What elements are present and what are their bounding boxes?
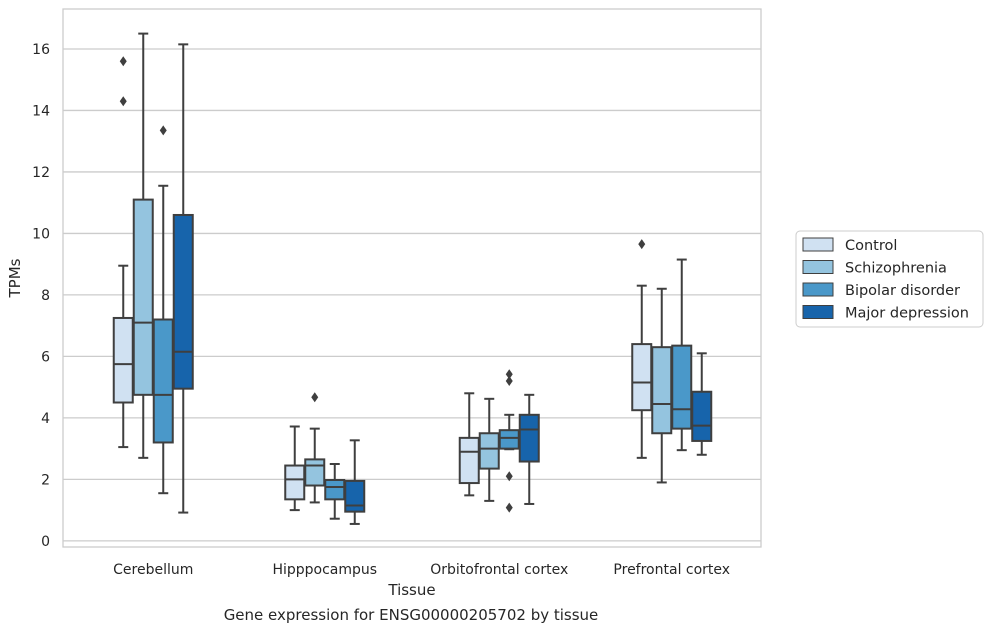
- box-iqr: [132, 198, 154, 396]
- y-tick-label: 12: [32, 165, 50, 181]
- box-iqr: [112, 316, 134, 404]
- y-tick-label: 8: [41, 288, 50, 304]
- x-tick-labels: Cerebellum Hipppocampus Orbitofrontal cort…: [113, 562, 730, 578]
- y-tick-label: 16: [32, 42, 50, 58]
- outlier-marker: [159, 125, 167, 136]
- y-axis-label: TPMs: [6, 258, 24, 298]
- y-tick-label: 0: [41, 534, 50, 550]
- box-group: [498, 369, 520, 513]
- box-group: [324, 462, 346, 520]
- box-group: [284, 425, 306, 512]
- box-iqr: [478, 432, 500, 470]
- box-group: [518, 393, 540, 505]
- x-tick-label: Hipppocampus: [272, 562, 377, 578]
- legend-label: Major depression: [845, 306, 969, 322]
- box-group: [691, 352, 713, 456]
- box-iqr: [631, 343, 653, 412]
- legend-swatch: [802, 282, 834, 297]
- legend-swatch: [802, 260, 834, 274]
- box-group: [304, 392, 326, 504]
- legend-swatch: [802, 237, 834, 252]
- x-axis-label: Tissue: [387, 581, 435, 599]
- outlier-marker: [505, 471, 513, 482]
- box-iqr: [691, 390, 713, 442]
- outlier-marker: [638, 239, 646, 250]
- plot-area-frame: [62, 8, 762, 548]
- box-group: [458, 392, 480, 497]
- outlier-marker: [119, 56, 127, 67]
- box-iqr: [498, 429, 520, 450]
- box-iqr: [304, 458, 326, 487]
- box-iqr: [651, 346, 673, 435]
- y-tick-label: 4: [41, 411, 50, 427]
- x-tick-label: Prefrontal cortex: [613, 562, 730, 578]
- y-tick-label: 14: [32, 103, 50, 119]
- box-iqr: [458, 436, 480, 485]
- outlier-marker: [311, 392, 319, 403]
- outlier-marker: [505, 375, 513, 386]
- box-group: [651, 287, 673, 484]
- box-iqr: [284, 464, 306, 501]
- x-tick-label: Cerebellum: [113, 562, 193, 578]
- x-tick-label: Orbitofrontal cortex: [430, 562, 568, 578]
- boxes: [112, 32, 713, 525]
- legend-swatch: [802, 305, 834, 319]
- y-tick-label: 10: [32, 226, 50, 242]
- box-group: [112, 56, 134, 449]
- box-iqr: [518, 413, 540, 463]
- box-group: [631, 239, 653, 459]
- box-group: [671, 258, 693, 452]
- y-tick-label: 2: [41, 472, 50, 488]
- box-iqr: [344, 479, 366, 513]
- box-group: [478, 397, 500, 502]
- box-iqr: [172, 213, 194, 390]
- box-iqr: [152, 318, 174, 444]
- box-group: [132, 32, 154, 459]
- y-tick-label: 6: [41, 349, 50, 365]
- chart-caption: Gene expression for ENSG00000205702 by t…: [223, 606, 599, 624]
- legend: Control Schizophrenia Bipolar disorder Majo…: [795, 230, 984, 328]
- legend-label: Bipolar disorder: [845, 283, 960, 299]
- gridlines: [63, 48, 761, 542]
- box-group: [344, 439, 366, 525]
- y-tick-labels: 0 2 4 6 8 10 12 14 16: [32, 42, 50, 550]
- box-iqr: [671, 344, 693, 430]
- outlier-marker: [505, 502, 513, 513]
- legend-frame: [795, 230, 984, 328]
- outlier-marker: [505, 369, 513, 380]
- legend-label: Control: [845, 238, 897, 254]
- box-iqr: [324, 478, 346, 501]
- box-group: [152, 125, 174, 495]
- outlier-marker: [119, 96, 127, 107]
- box-group: [172, 43, 194, 514]
- legend-label: Schizophrenia: [845, 261, 947, 277]
